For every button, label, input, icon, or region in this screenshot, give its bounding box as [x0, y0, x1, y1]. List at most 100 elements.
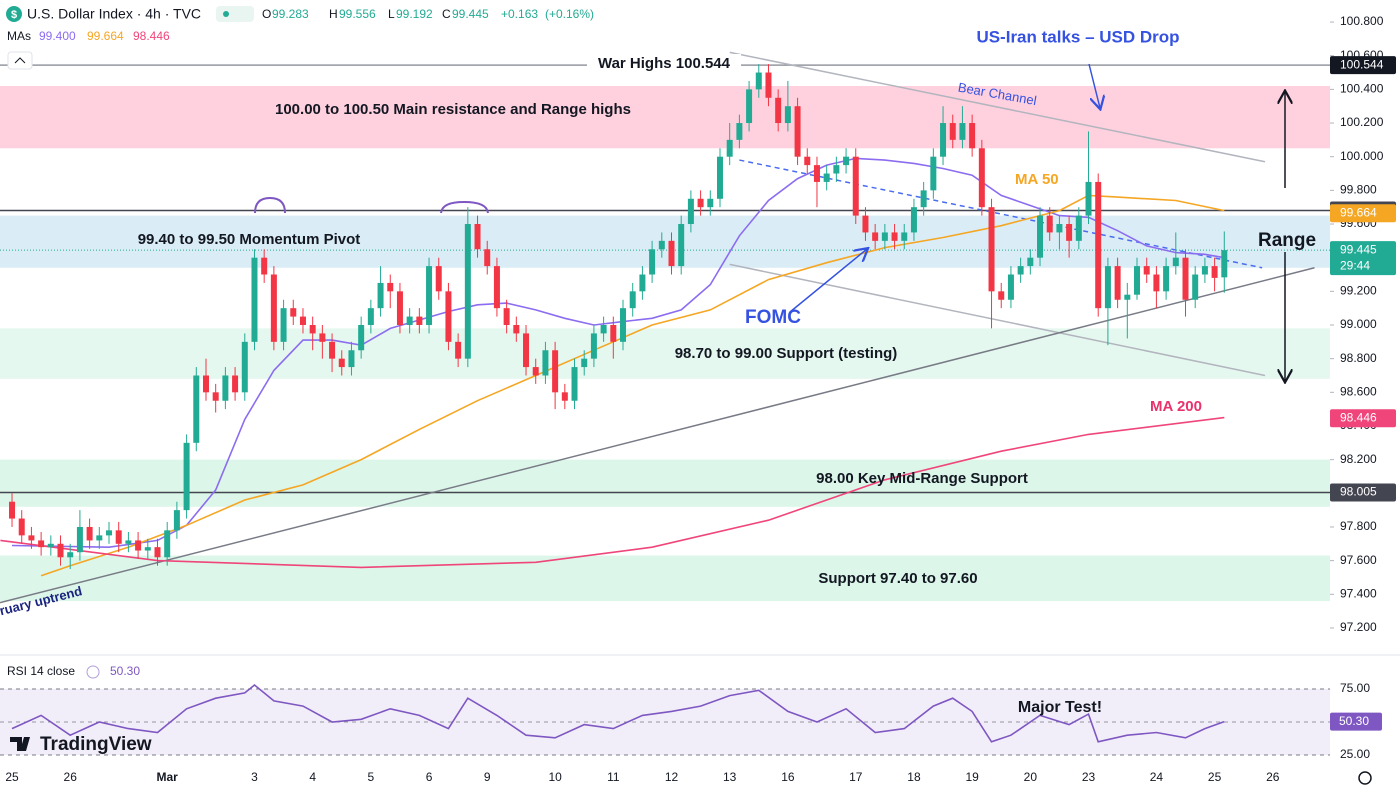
- candle-body: [1163, 266, 1170, 292]
- candle-body: [396, 291, 403, 325]
- rsi-tick-label: 25.00: [1340, 747, 1370, 761]
- candle-body: [687, 198, 694, 225]
- top-arc: [254, 196, 286, 214]
- price-badge-label: 100.544: [1340, 57, 1384, 71]
- candle-body: [484, 249, 491, 267]
- candle-body: [823, 173, 830, 182]
- ohlc-value: 99.192: [396, 7, 433, 21]
- candle-body: [173, 510, 180, 531]
- candle-body: [406, 316, 413, 325]
- annotation: MA 200: [1150, 398, 1202, 415]
- candle-body: [1172, 257, 1179, 267]
- ma-legend-value: 99.400: [39, 29, 76, 43]
- x-tick-label: 26: [64, 770, 78, 784]
- overlay: $ U.S. Dollar Index · 4h · TVC O 99.283 …: [0, 6, 1400, 785]
- candle-body: [833, 165, 840, 174]
- candle-body: [1124, 294, 1131, 300]
- symbol-title: U.S. Dollar Index · 4h · TVC: [27, 6, 201, 22]
- candle-body: [222, 375, 229, 401]
- candle-body: [319, 333, 326, 342]
- candle-body: [135, 540, 142, 551]
- candle-body: [164, 530, 171, 558]
- annotation: Major Test!: [1018, 699, 1102, 716]
- rsi-badge: [1330, 712, 1382, 731]
- candle-body: [639, 274, 646, 292]
- collapse-icon: [14, 57, 26, 64]
- x-tick-label: 26: [1266, 770, 1280, 784]
- y-tick-label: 97.200: [1340, 620, 1377, 634]
- moving-average: [40, 194, 1225, 577]
- candle-body: [1085, 181, 1092, 216]
- candle-body: [901, 232, 908, 241]
- candle-body: [329, 341, 336, 359]
- ohlc-value: 99.556: [339, 7, 376, 21]
- ohlc-label: L: [388, 7, 395, 21]
- candle-body: [1182, 257, 1189, 300]
- collapse-button[interactable]: [7, 51, 33, 70]
- x-tick-label: 25: [1208, 770, 1222, 784]
- candle-body: [367, 308, 374, 325]
- candle-body: [1027, 257, 1034, 267]
- candle-body: [299, 316, 306, 325]
- candle-body: [1037, 215, 1044, 258]
- candle-body: [513, 325, 520, 334]
- y-tick-label: 97.400: [1340, 586, 1377, 600]
- candle-body: [804, 156, 811, 166]
- price-badge-label: 98.446: [1340, 410, 1377, 424]
- candle-body: [28, 535, 35, 541]
- candle-body: [1007, 274, 1014, 300]
- x-tick-label: 17: [849, 770, 863, 784]
- candle-body: [435, 266, 442, 292]
- candle-body: [1104, 266, 1111, 309]
- price-badge: [1330, 204, 1396, 223]
- candle-body: [86, 526, 93, 541]
- price-badge: [1330, 483, 1396, 502]
- candle-body: [658, 240, 665, 250]
- ohlc-value: 99.283: [272, 7, 309, 21]
- candle-body: [1066, 224, 1073, 241]
- candle-body: [144, 547, 151, 551]
- annotation: Range: [1258, 230, 1316, 251]
- candle-body: [910, 207, 917, 233]
- change: +0.163: [501, 7, 538, 21]
- settings-button[interactable]: [1358, 771, 1372, 785]
- candle-body: [571, 367, 578, 401]
- trendline: [729, 263, 1266, 377]
- candle-body: [561, 392, 568, 401]
- rsi-value: 50.30: [110, 664, 140, 678]
- candle-body: [57, 543, 64, 558]
- candle-body: [784, 106, 791, 124]
- candle-body: [9, 501, 16, 519]
- candle-body: [38, 540, 45, 548]
- candle-body: [154, 547, 161, 558]
- candle-body: [949, 123, 956, 140]
- candle-body: [852, 156, 859, 216]
- candle-body: [678, 224, 685, 267]
- x-tick-label: 23: [1082, 770, 1096, 784]
- candle-body: [464, 224, 471, 359]
- annotation: 100.00 to 100.50 Main resistance and Ran…: [275, 101, 631, 118]
- annotation: US-Iran talks – USD Drop: [976, 27, 1179, 46]
- trendline: [739, 159, 1263, 269]
- candle-body: [542, 350, 549, 376]
- candle-body: [716, 156, 723, 199]
- trendline: [729, 51, 1266, 163]
- candle-body: [445, 291, 452, 342]
- candle-body: [270, 274, 277, 342]
- y-tick-label: 100.200: [1340, 115, 1384, 129]
- ohlc-label: H: [329, 7, 338, 21]
- candle-body: [1095, 181, 1102, 309]
- x-tick-label: 4: [309, 770, 316, 784]
- candle-body: [765, 72, 772, 98]
- news-arrow: [1088, 63, 1100, 108]
- rsi-badge-label: 50.30: [1339, 714, 1369, 728]
- candle-body: [775, 97, 782, 124]
- candle-body: [649, 249, 656, 275]
- candle-body: [959, 123, 966, 140]
- annotation: FOMC: [745, 307, 801, 328]
- price-badge: [1330, 409, 1396, 428]
- top-arc: [440, 200, 489, 214]
- x-tick-label: 10: [548, 770, 562, 784]
- candle-body: [920, 190, 927, 208]
- candle-body: [1017, 266, 1024, 275]
